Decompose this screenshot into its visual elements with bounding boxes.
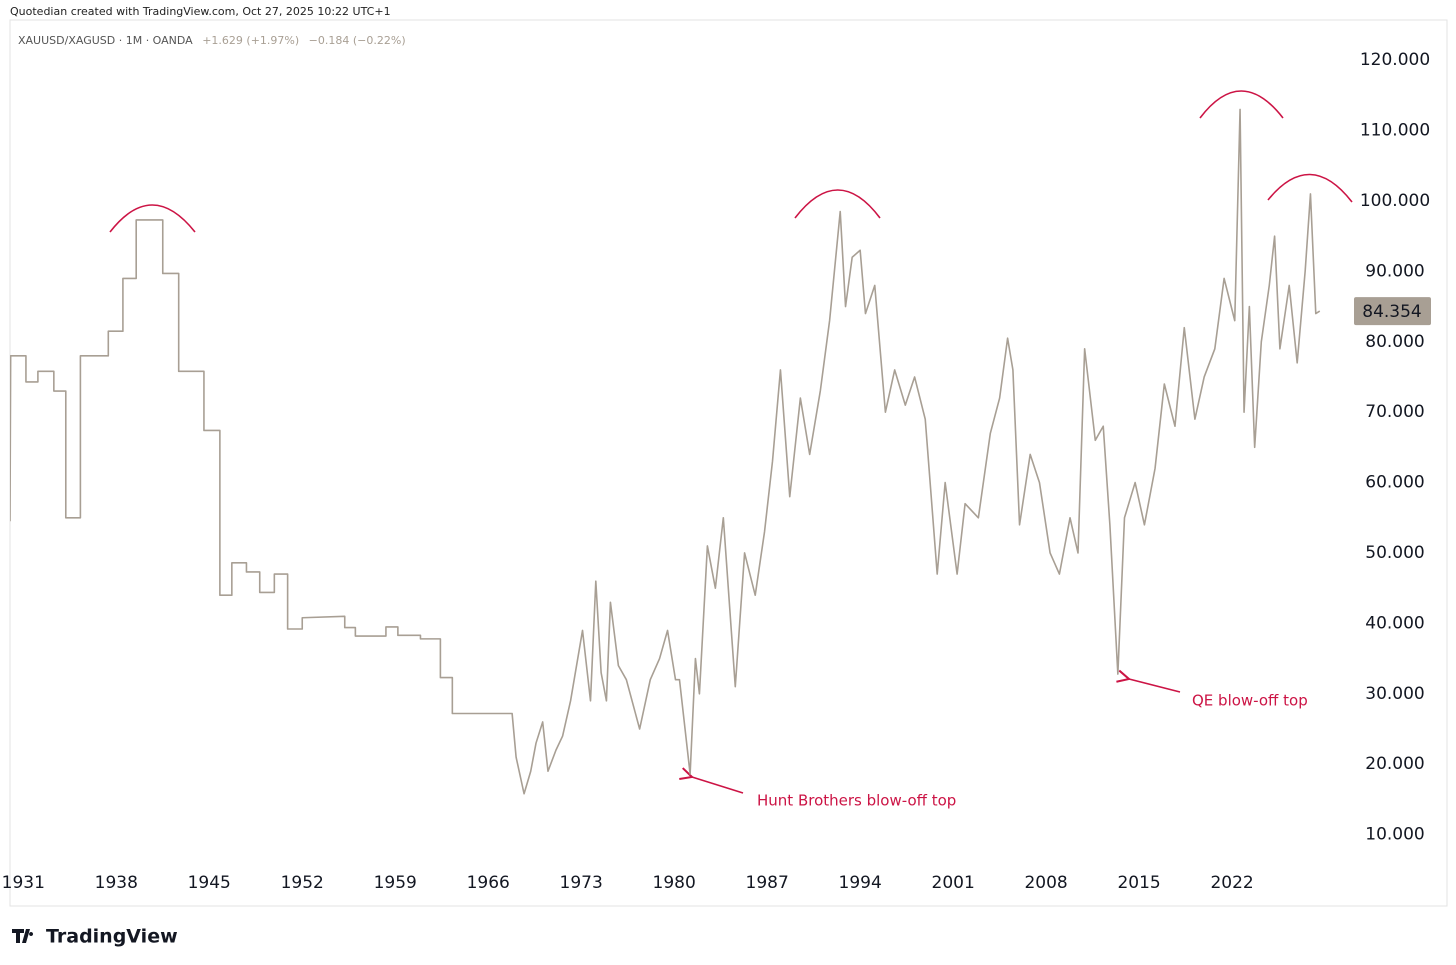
- plot: [10, 108, 1321, 795]
- x-tick-label: 1980: [653, 873, 696, 893]
- x-tick-label: 2015: [1117, 873, 1160, 893]
- arrow: [692, 777, 744, 794]
- x-tick-label: 1994: [839, 873, 882, 893]
- arc: [109, 204, 196, 233]
- annotation: QE blow-off top: [1192, 692, 1308, 710]
- x-tick-label: 1959: [374, 873, 417, 893]
- y-tick-label: 100.000: [1360, 191, 1430, 211]
- arc: [794, 189, 881, 219]
- arc: [1267, 173, 1353, 203]
- x-tick-label: 1931: [2, 873, 45, 893]
- x-tick-label: 1966: [467, 873, 510, 893]
- x-tick-label: 1938: [95, 873, 138, 893]
- y-tick-label: 120.000: [1360, 50, 1430, 70]
- x-tick-label: 1987: [746, 873, 789, 893]
- symbol: XAUUSD/XAGUSD · 1M · OANDA: [18, 34, 193, 47]
- annotation-arcs: [109, 90, 1353, 794]
- y-tick-label: 90.000: [1365, 261, 1424, 281]
- y-tick-label: 110.000: [1360, 121, 1430, 141]
- y-tick-label: 50.000: [1365, 543, 1424, 563]
- y-tick-label: 10.000: [1365, 825, 1424, 845]
- x-tick-label: 1952: [281, 873, 324, 893]
- logo-mark: [12, 929, 34, 943]
- last-price-label: 84.354: [1362, 302, 1421, 322]
- arc: [1199, 90, 1284, 119]
- y-tick-label: 60.000: [1365, 473, 1424, 493]
- chart-frame: [9, 19, 1448, 907]
- y-tick-label: 80.000: [1365, 332, 1424, 352]
- x-tick-label: 2001: [932, 873, 975, 893]
- y-tick-label: 20.000: [1365, 754, 1424, 774]
- change: +1.629 (+1.97%): [202, 34, 299, 47]
- logo-text: TradingView: [46, 926, 178, 948]
- y-tick-label: 70.000: [1365, 402, 1424, 422]
- y-tick-label: 30.000: [1365, 684, 1424, 704]
- y-tick-label: 40.000: [1365, 613, 1424, 633]
- arrow: [1129, 679, 1181, 693]
- x-tick-label: 1945: [188, 873, 231, 893]
- change2: −0.184 (−0.22%): [309, 34, 406, 47]
- credit: Quotedian created with TradingView.com, …: [10, 5, 391, 18]
- annotation: Hunt Brothers blow-off top: [757, 792, 956, 810]
- x-tick-label: 2008: [1024, 873, 1067, 893]
- price-line: [10, 108, 1321, 795]
- last-price-box: [1354, 297, 1431, 326]
- logo: TradingView: [12, 926, 178, 948]
- x-tick-label: 2022: [1210, 873, 1253, 893]
- x-tick-label: 1973: [560, 873, 603, 893]
- symbol-line: XAUUSD/XAGUSD · 1M · OANDA +1.629 (+1.97…: [18, 34, 406, 47]
